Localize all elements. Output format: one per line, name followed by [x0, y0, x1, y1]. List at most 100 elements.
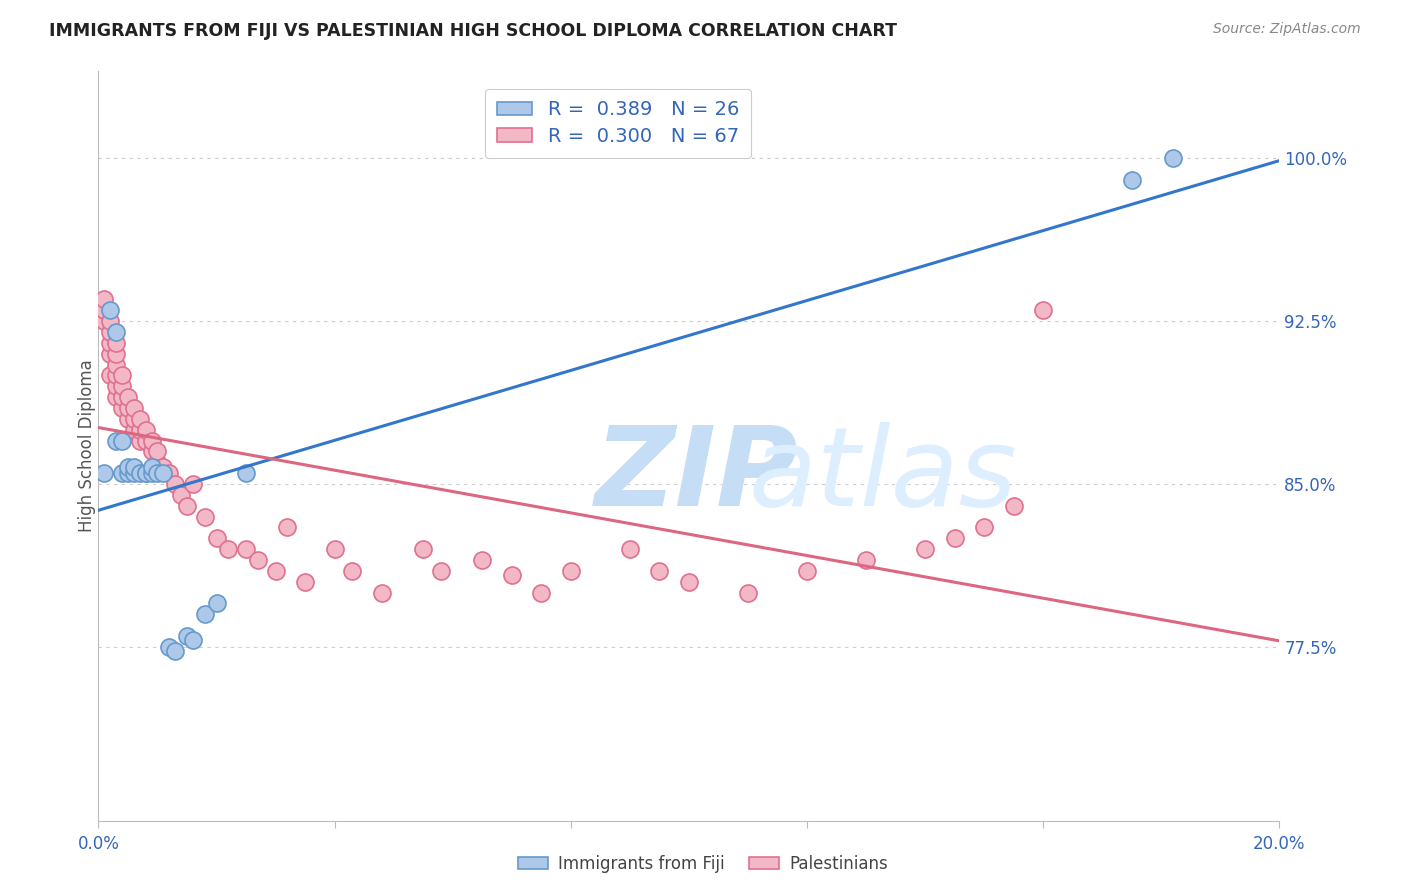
Point — [157, 640, 180, 654]
Point — [181, 477, 204, 491]
Point — [117, 459, 139, 474]
Point — [1002, 499, 1025, 513]
Point — [246, 553, 269, 567]
Point — [128, 423, 150, 437]
Point — [141, 466, 163, 480]
Point — [105, 358, 128, 372]
Point — [122, 423, 145, 437]
Point — [111, 379, 134, 393]
Point — [855, 553, 877, 567]
Point — [98, 303, 121, 318]
Y-axis label: High School Diploma: High School Diploma — [79, 359, 96, 533]
Point — [135, 423, 157, 437]
Point — [323, 542, 346, 557]
Text: Source: ZipAtlas.com: Source: ZipAtlas.com — [1213, 22, 1361, 37]
Point — [141, 444, 163, 458]
Point — [122, 401, 145, 415]
Point — [98, 335, 121, 350]
Point — [194, 509, 217, 524]
Point — [117, 401, 139, 415]
Point — [412, 542, 434, 557]
Point — [737, 585, 759, 599]
Point — [152, 459, 174, 474]
Legend: Immigrants from Fiji, Palestinians: Immigrants from Fiji, Palestinians — [512, 848, 894, 880]
Point — [1121, 173, 1143, 187]
Text: atlas: atlas — [748, 423, 1017, 530]
Point — [146, 466, 169, 480]
Point — [294, 574, 316, 589]
Point — [122, 412, 145, 426]
Point — [430, 564, 453, 578]
Point — [205, 597, 228, 611]
Point — [176, 499, 198, 513]
Point — [93, 293, 115, 307]
Point — [1161, 151, 1184, 165]
Point — [146, 455, 169, 469]
Point — [235, 466, 257, 480]
Point — [93, 466, 115, 480]
Point — [342, 564, 364, 578]
Point — [93, 303, 115, 318]
Point — [98, 368, 121, 383]
Point — [111, 390, 134, 404]
Point — [371, 585, 394, 599]
Point — [217, 542, 239, 557]
Point — [276, 520, 298, 534]
Point — [181, 633, 204, 648]
Point — [122, 459, 145, 474]
Point — [170, 488, 193, 502]
Point — [235, 542, 257, 557]
Point — [105, 434, 128, 448]
Point — [111, 401, 134, 415]
Legend: R =  0.389   N = 26, R =  0.300   N = 67: R = 0.389 N = 26, R = 0.300 N = 67 — [485, 88, 751, 158]
Text: IMMIGRANTS FROM FIJI VS PALESTINIAN HIGH SCHOOL DIPLOMA CORRELATION CHART: IMMIGRANTS FROM FIJI VS PALESTINIAN HIGH… — [49, 22, 897, 40]
Point — [501, 568, 523, 582]
Point — [128, 466, 150, 480]
Point — [135, 466, 157, 480]
Point — [111, 368, 134, 383]
Point — [135, 434, 157, 448]
Point — [141, 434, 163, 448]
Point — [973, 520, 995, 534]
Point — [105, 335, 128, 350]
Point — [122, 466, 145, 480]
Point — [111, 466, 134, 480]
Point — [98, 325, 121, 339]
Point — [105, 347, 128, 361]
Point — [141, 459, 163, 474]
Point — [98, 314, 121, 328]
Point — [678, 574, 700, 589]
Point — [176, 629, 198, 643]
Point — [943, 531, 966, 545]
Point — [165, 644, 187, 658]
Point — [205, 531, 228, 545]
Point — [117, 390, 139, 404]
Point — [117, 412, 139, 426]
Point — [105, 379, 128, 393]
Point — [93, 314, 115, 328]
Point — [619, 542, 641, 557]
Point — [471, 553, 494, 567]
Point — [530, 585, 553, 599]
Text: ZIP: ZIP — [595, 423, 799, 530]
Point — [128, 434, 150, 448]
Point — [152, 466, 174, 480]
Point — [98, 347, 121, 361]
Point — [796, 564, 818, 578]
Point — [105, 368, 128, 383]
Point — [105, 325, 128, 339]
Point — [194, 607, 217, 622]
Point — [117, 466, 139, 480]
Point — [111, 434, 134, 448]
Point — [264, 564, 287, 578]
Point — [165, 477, 187, 491]
Point — [1032, 303, 1054, 318]
Point — [560, 564, 582, 578]
Point — [105, 390, 128, 404]
Point — [146, 444, 169, 458]
Point — [157, 466, 180, 480]
Point — [914, 542, 936, 557]
Point — [128, 412, 150, 426]
Point — [648, 564, 671, 578]
Point — [135, 466, 157, 480]
